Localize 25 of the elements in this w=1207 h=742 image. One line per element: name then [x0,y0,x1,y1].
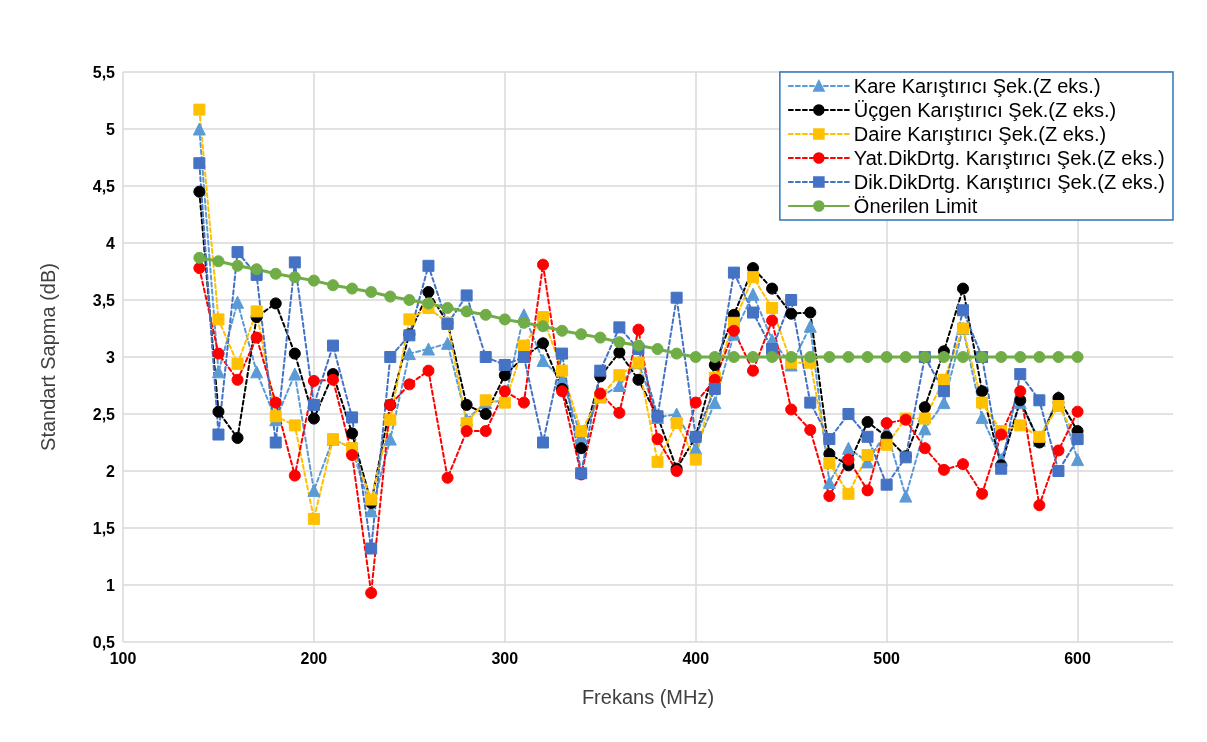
legend-label: Önerilen Limit [853,195,978,217]
y-tick-label: 2,5 [92,405,116,423]
x-tick-label: 400 [682,649,710,667]
x-tick-label: 600 [1064,649,1091,667]
y-tick-label: 2 [106,462,116,480]
y-tick-label: 1,5 [92,519,116,537]
x-tick-label: 300 [491,649,519,667]
legend-label: Daire Karıştırıcı Şek.(Z eks.) [853,123,1107,145]
legend-label: Üçgen Karıştırıcı Şek.(Z eks.) [853,99,1117,121]
legend-label: Yat.DikDrtg. Karıştırıcı Şek.(Z eks.) [853,147,1165,169]
y-tick-label: 4 [106,234,116,252]
x-tick-label: 500 [873,649,901,667]
x-tick-label: 200 [300,649,328,667]
y-tick-label: 1 [106,576,116,594]
x-axis-title: Frekans (MHz) [581,686,715,708]
y-tick-label: 3,5 [92,291,116,309]
legend-label: Kare Karıştırıcı Şek.(Z eks.) [853,75,1101,97]
legend-label: Dik.DikDrtg. Karıştırıcı Şek.(Z eks.) [853,171,1166,193]
y-tick-label: 4,5 [92,177,116,195]
y-tick-label: 5 [106,120,116,138]
x-tick-label: 100 [109,649,137,667]
y-axis-title: Standart Sapma (dB) [37,263,59,451]
y-tick-label: 3 [106,348,116,366]
y-tick-label: 0,5 [92,633,116,651]
y-tick-label: 5,5 [92,63,116,81]
